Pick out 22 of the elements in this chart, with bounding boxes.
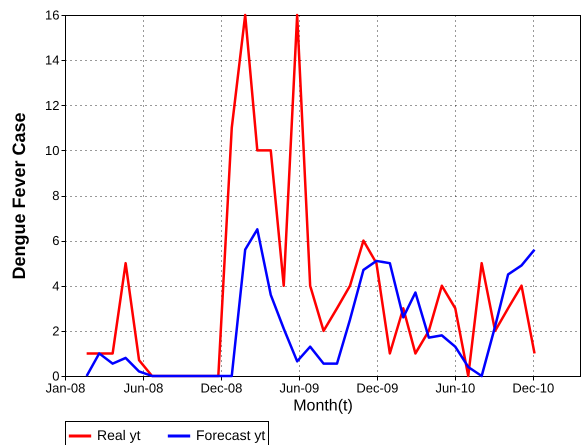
line-series bbox=[85, 228, 536, 378]
x-tick-label: Jun-10 bbox=[435, 380, 476, 396]
y-tick-label: 0 bbox=[52, 368, 60, 384]
x-tick-label: Dec-10 bbox=[512, 380, 554, 396]
y-tick-label: 2 bbox=[52, 323, 60, 338]
x-axis-title: Month(t) bbox=[293, 398, 353, 414]
y-tick-label: 14 bbox=[45, 52, 60, 68]
y-axis-title: Dengue Fever Case bbox=[9, 112, 30, 280]
line-series bbox=[85, 14, 536, 378]
x-tick-label: Jun-08 bbox=[124, 380, 164, 396]
legend-label: Forecast yt bbox=[196, 427, 266, 443]
y-tick-label: 6 bbox=[52, 233, 60, 248]
x-tick-label: Jan-08 bbox=[46, 380, 86, 396]
y-tick-label: 10 bbox=[45, 142, 60, 158]
y-tick-label: 16 bbox=[45, 8, 60, 22]
y-tick-label: 8 bbox=[52, 188, 60, 203]
legend-label: Real yt bbox=[97, 427, 141, 443]
x-tick-label: Jun-09 bbox=[280, 380, 320, 396]
x-tick-label: Dec-09 bbox=[356, 380, 398, 396]
y-tick-label: 4 bbox=[52, 278, 60, 294]
x-tick-label: Dec-08 bbox=[200, 380, 242, 396]
y-tick-label: 12 bbox=[45, 98, 60, 113]
